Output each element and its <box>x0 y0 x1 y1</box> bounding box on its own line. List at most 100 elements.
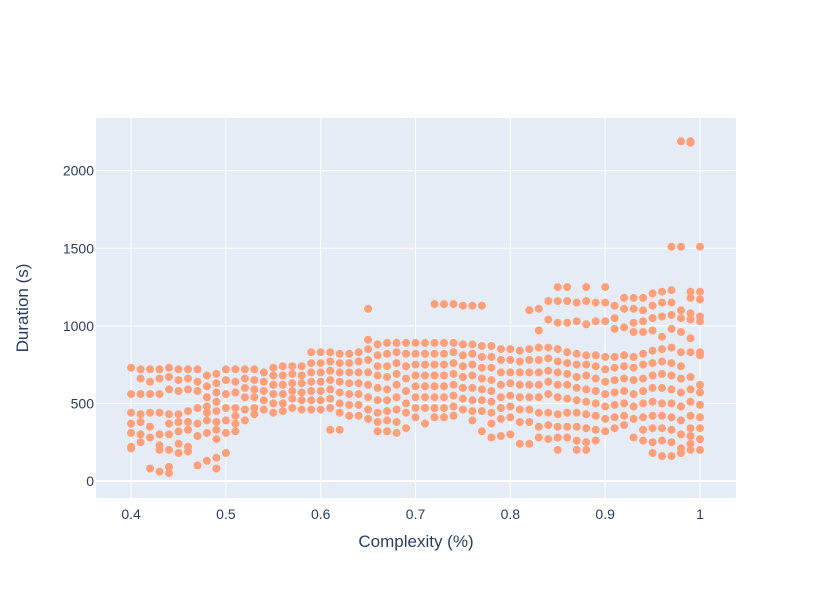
data-point <box>297 388 306 397</box>
data-point <box>155 390 164 399</box>
data-point <box>515 393 524 402</box>
data-point <box>601 377 610 386</box>
data-point <box>506 430 515 439</box>
data-point <box>174 449 183 457</box>
data-point <box>534 304 543 313</box>
data-point <box>231 377 240 386</box>
data-point <box>193 461 202 470</box>
data-point <box>184 407 192 416</box>
data-point <box>544 390 553 399</box>
data-point <box>193 365 202 374</box>
data-point <box>373 396 382 405</box>
data-point <box>506 402 515 411</box>
data-point <box>686 334 695 343</box>
data-point <box>212 379 221 388</box>
data-point <box>515 368 524 377</box>
data-point <box>658 332 666 341</box>
data-point <box>354 379 363 388</box>
data-point <box>231 411 240 420</box>
data-point <box>629 402 638 411</box>
data-point <box>667 324 676 333</box>
data-point <box>354 348 363 357</box>
data-point <box>487 363 496 372</box>
data-point <box>572 360 581 369</box>
data-point <box>345 368 354 377</box>
data-point <box>430 338 439 347</box>
data-point <box>297 379 306 388</box>
data-point <box>610 352 619 361</box>
data-point <box>240 405 249 414</box>
data-point <box>677 402 685 411</box>
data-point <box>686 348 695 357</box>
data-point <box>458 373 467 381</box>
data-point <box>477 363 486 372</box>
data-point <box>515 439 524 448</box>
data-point <box>468 416 477 425</box>
y-tick-label: 2000 <box>63 163 94 179</box>
data-point <box>278 362 287 371</box>
x-axis-title: Complexity (%) <box>358 532 473 551</box>
data-point <box>136 365 145 374</box>
data-point <box>591 298 600 307</box>
data-point <box>629 328 638 336</box>
data-point <box>250 393 259 402</box>
data-point <box>629 293 638 302</box>
data-point <box>373 362 382 371</box>
data-point <box>629 390 638 399</box>
data-point <box>383 427 392 436</box>
data-point <box>136 410 145 419</box>
data-point <box>620 387 629 395</box>
data-point <box>629 352 638 361</box>
data-point <box>696 388 704 397</box>
data-point <box>468 340 477 349</box>
data-point <box>667 438 676 447</box>
data-point <box>136 390 145 399</box>
data-point <box>553 357 562 366</box>
data-point <box>335 359 344 368</box>
data-point <box>563 408 572 417</box>
data-point <box>354 390 363 399</box>
data-point <box>449 359 458 368</box>
data-point <box>402 374 410 383</box>
data-point <box>582 410 591 419</box>
data-point <box>696 413 704 422</box>
data-point <box>250 404 259 412</box>
data-point <box>525 418 534 426</box>
data-point <box>221 390 230 399</box>
data-point <box>515 418 524 426</box>
data-point <box>392 369 401 378</box>
data-point <box>648 289 657 298</box>
data-point <box>449 402 458 411</box>
data-point <box>316 368 325 377</box>
data-point <box>601 317 610 326</box>
data-point <box>553 380 562 389</box>
data-point <box>639 360 648 369</box>
data-point <box>345 359 354 368</box>
data-point <box>601 365 610 374</box>
data-point <box>231 365 240 374</box>
data-point <box>307 377 316 386</box>
data-point <box>411 413 420 422</box>
data-point <box>620 399 629 408</box>
data-point <box>553 368 562 377</box>
data-point <box>221 404 230 412</box>
data-point <box>316 359 325 368</box>
data-point <box>411 371 420 380</box>
data-point <box>639 387 648 395</box>
data-point <box>326 404 335 412</box>
data-point <box>648 314 657 323</box>
data-point <box>212 407 221 416</box>
data-point <box>610 424 619 433</box>
data-point <box>127 363 136 372</box>
data-point <box>458 405 467 414</box>
data-point <box>667 311 676 319</box>
data-point <box>345 349 354 358</box>
data-point <box>146 377 154 386</box>
data-point <box>677 430 685 439</box>
data-point <box>667 399 676 408</box>
data-point <box>269 408 278 417</box>
data-point <box>686 137 695 146</box>
data-point <box>326 366 335 375</box>
data-point <box>136 374 145 383</box>
